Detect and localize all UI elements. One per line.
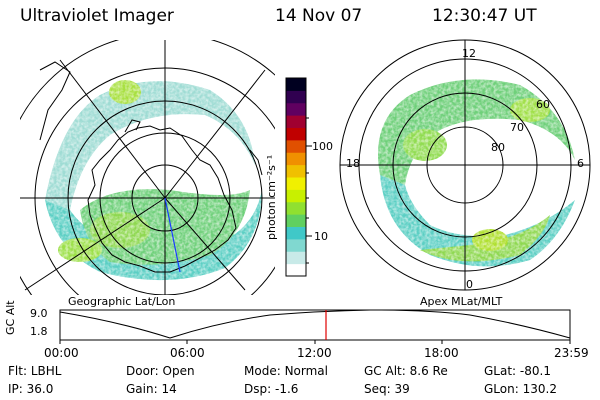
info-ip: IP: 36.0 [8,382,54,396]
info-flt: Flt: LBHL [8,364,62,378]
geographic-caption: Geographic Lat/Lon [68,295,176,308]
terminator-line [164,197,181,273]
colorbar-segment [286,189,306,203]
info-mode: Mode: Normal [244,364,328,378]
colorbar-segment [286,102,306,116]
colorbar-segment [286,78,306,91]
mlat-label-80: 80 [491,141,505,154]
info-glon: GLon: 130.2 [484,382,557,396]
date-label: 14 Nov 07 [275,6,363,26]
colorbar-tick-100: 100 [312,140,333,153]
colorbar-segment [286,127,306,141]
time-tick-1800: 18:00 [424,346,459,360]
colorbar-segment [286,214,306,227]
altitude-curve [59,309,571,339]
time-tick-0000: 00:00 [44,346,79,360]
mlat-label-60: 60 [536,98,550,111]
altitude-tick-9: 9.0 [30,307,48,320]
colorbar-segment [286,177,306,190]
info-glat: GLat: -80.1 [484,364,551,378]
colorbar-segment [286,139,306,153]
colorbar-segment [286,90,306,104]
colorbar-segment [286,238,306,252]
colorbar-tick-10: 10 [314,230,328,243]
colorbar [285,77,312,277]
magnetic-caption: Apex MLat/MLT [420,295,503,308]
info-dsp: Dsp: -1.6 [244,382,299,396]
mlt-label-12: 12 [462,47,476,60]
time-tick-1200: 12:00 [297,346,332,360]
geographic-map [20,40,275,295]
mlt-label-18: 18 [346,157,360,170]
colorbar-segment [286,152,306,166]
info-seq: Seq: 39 [364,382,410,396]
altitude-axis-label: GC Alt [4,300,17,335]
time-tick-0600: 06:00 [170,346,205,360]
mlt-label-6: 6 [577,157,584,170]
colorbar-segment [286,115,306,128]
mlt-label-0: 0 [466,278,473,291]
info-door: Door: Open [126,364,195,378]
info-gc-alt: GC Alt: 8.6 Re [364,364,448,378]
colorbar-segment [286,263,306,277]
colorbar-segment [286,164,306,178]
colorbar-segment [286,226,306,240]
colorbar-segment [286,251,306,265]
time-tick-2359: 23:59 [554,346,589,360]
coastline [87,125,237,273]
instrument-title: Ultraviolet Imager [20,6,174,26]
colorbar-segment [286,201,306,215]
time-label: 12:30:47 UT [432,6,537,26]
info-gain: Gain: 14 [126,382,177,396]
mlat-label-70: 70 [510,121,524,134]
altitude-tick-1-8: 1.8 [30,325,48,338]
altitude-strip [59,309,571,344]
